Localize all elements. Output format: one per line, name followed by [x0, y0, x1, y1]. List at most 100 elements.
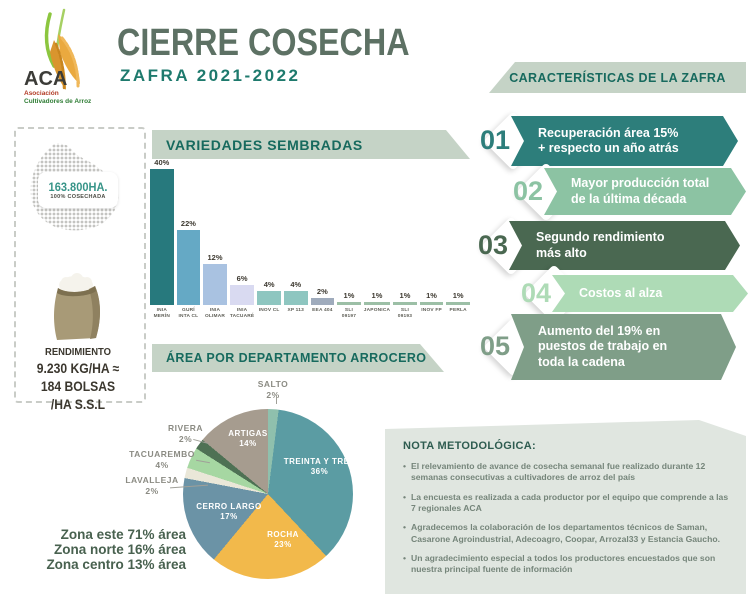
zone-line: Zona norte 16% área [53, 542, 186, 558]
bar [310, 298, 335, 305]
bar-category-label: INOV CL [258, 308, 280, 313]
caracteristica-arrow: Aumento del 19% en puestos de trabajo en… [511, 314, 736, 380]
bar [446, 301, 470, 305]
bar-category-label: INIA OLIMAR [204, 308, 226, 320]
pie-slice-name: LAVALLEJA [125, 475, 179, 485]
bar [176, 230, 201, 305]
yield-line-3: /HA S.S.L [50, 397, 106, 413]
caracteristica-arrow: Recuperación área 15% + respecto un año … [511, 116, 738, 166]
brand-acronym: ACA [24, 68, 68, 90]
caracteristica-arrow: Costos al alza [552, 275, 748, 312]
bar [257, 291, 281, 305]
pie-slice-name: RIVERA [167, 423, 204, 433]
yield-block: RENDIMIENTO 9.230 KG/HA ≈ 184 BOLSAS /HA… [20, 346, 135, 415]
pie-slice-name: ROCHA [267, 530, 299, 539]
brand-org-line2: Cultivadores de Arroz [24, 98, 92, 105]
pie-slice-value: 2% [145, 486, 159, 497]
bar-value-label: 12% [207, 253, 223, 263]
caracteristica-text: Segundo rendimiento más alto [536, 230, 665, 260]
bar-column: 12% INIA OLIMAR [203, 253, 227, 322]
pie-slice-label: SALTO 2% [248, 379, 298, 401]
pie-slice-value: 2% [178, 434, 193, 445]
pie-slice-label: CERRO LARGO 17% [189, 502, 269, 523]
varieties-bar-chart: 40% INIA MERÍN 22% GURÍ INTA CL 12% INIA OLIM… [150, 158, 470, 322]
bar-value-label: 1% [426, 290, 437, 300]
nota-title: NOTA METODOLÓGICA: [403, 440, 536, 452]
bar-column: 1% INOV FP [419, 290, 444, 323]
harvested-area-sub: 100% COSECHADA [50, 194, 106, 200]
bar-value-label: 1% [399, 290, 411, 300]
caracteristicas-banner: CARACTERÍSTICAS DE LA ZAFRA [489, 62, 746, 93]
pie-slice-label: ARTIGAS 14% [218, 429, 278, 450]
bar [393, 301, 417, 305]
bar-column: 1% PERLA [446, 291, 470, 323]
nota-bullet: Agradecemos la colaboración de los depar… [403, 522, 730, 545]
nota-bullet: Un agradecimiento especial a todos los p… [403, 553, 730, 576]
bar-category-label: INIA MERÍN [153, 308, 171, 320]
pie-slice-name: CERRO LARGO [196, 502, 262, 511]
varieties-banner: VARIEDADES SEMBRADAS [152, 130, 470, 159]
pie-slice-label: TACUAREMBO 4% [124, 449, 200, 471]
bar-category-label: XP 113 [287, 308, 305, 313]
bar [150, 169, 174, 305]
caracteristica-number: 04 [520, 277, 552, 308]
brand-org-line1: Asociación [24, 90, 59, 97]
nota-metodologica-box: NOTA METODOLÓGICA: El relevamiento de av… [385, 420, 746, 594]
zone-line: Zona este 71% área [60, 527, 186, 542]
bar [283, 291, 308, 305]
departments-pie-chart [183, 409, 353, 579]
pie-slice-value: 17% [220, 512, 238, 522]
pie-slice-label: LAVALLEJA 2% [114, 475, 190, 497]
bar [419, 301, 444, 305]
harvested-area-label: 163.800HA. 100% COSECHADA [38, 172, 118, 208]
bar-value-label: 6% [236, 273, 248, 283]
rice-bag-icon [54, 273, 101, 340]
bar-column: 1% SLI 09193 [393, 291, 417, 323]
bar-column: 1% JAPONICA [363, 290, 391, 323]
pie-leader-line [276, 395, 277, 404]
bar-category-label: PERLA [449, 308, 467, 313]
bar-column: 1% SLI 09197 [337, 291, 361, 323]
pie-slice-name: TACUAREMBO [129, 449, 195, 459]
bar-value-label: 1% [452, 290, 464, 300]
nota-bullet-list: El relevamiento de avance de cosecha sem… [403, 461, 730, 576]
page-title: CIERRE COSECHA [117, 22, 410, 64]
sidebar-dashed-box [14, 127, 146, 403]
pie-slice-name: SALTO [257, 379, 289, 389]
pie-slice-value: 23% [274, 540, 292, 550]
harvested-area-value: 163.800HA. [48, 180, 108, 194]
bar-value-label: 1% [343, 290, 355, 300]
page-subtitle: ZAFRA 2021-2022 [120, 66, 301, 85]
pie-slice-name: TREINTA Y TRES [283, 457, 356, 466]
caracteristica-text: Aumento del 19% en puestos de trabajo en… [538, 324, 668, 369]
caracteristica-number: 01 [479, 125, 511, 155]
pie-slice-label: TREINTA Y TRES 36% [272, 457, 367, 478]
bar-value-label: 22% [180, 219, 196, 229]
nota-bullet: La encuesta es realizada a cada producto… [403, 492, 730, 515]
caracteristica-number: 05 [479, 331, 511, 361]
zones-summary: Zona este 71% área Zona norte 16% área Zon… [22, 527, 186, 572]
pie-slice-label: RIVERA 2% [158, 423, 213, 445]
pie-slice-value: 14% [239, 439, 257, 449]
caracteristica-text: Recuperación área 15% + respecto un año … [538, 125, 679, 155]
yield-label: RENDIMIENTO [45, 346, 111, 358]
caracteristica-text: Mayor producción total de la última déca… [571, 176, 710, 206]
bar-column: 40% INIA MERÍN [150, 158, 174, 322]
yield-line-1: 9.230 KG/HA ≈ [36, 361, 120, 376]
bar-column: 2% EEA 404 [310, 287, 335, 322]
bar-column: 4% XP 113 [283, 280, 308, 322]
caracteristica-arrow: Mayor producción total de la última déca… [544, 168, 746, 215]
yield-line-2: 184 BOLSAS [40, 379, 116, 395]
bar-value-label: 4% [263, 280, 275, 290]
bar [363, 301, 391, 305]
bar [337, 301, 361, 305]
bar-value-label: 1% [371, 290, 383, 300]
pie-slice-label: ROCHA 23% [253, 530, 313, 551]
pie-slice-value: 2% [266, 390, 280, 401]
zone-line: Zona centro 13% área [46, 557, 186, 573]
caracteristica-arrow: Segundo rendimiento más alto [509, 221, 740, 270]
bar-category-label: JAPONICA [363, 308, 391, 313]
pie-slice-name: ARTIGAS [228, 429, 268, 438]
bar-category-label: SLI 09193 [397, 308, 413, 320]
